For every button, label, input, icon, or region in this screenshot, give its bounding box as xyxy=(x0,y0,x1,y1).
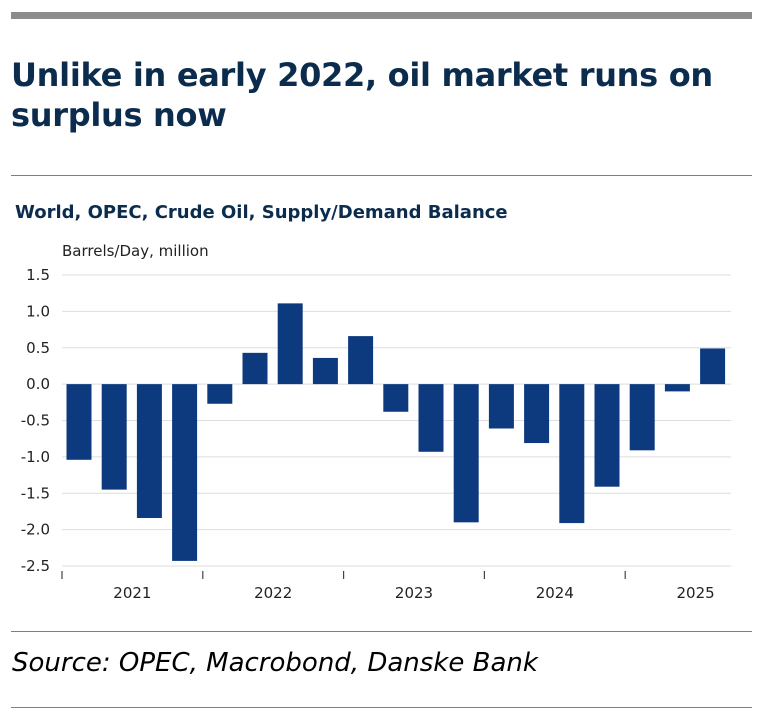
top-rule xyxy=(11,12,752,19)
bar xyxy=(172,384,198,561)
bar xyxy=(242,352,268,385)
x-tick-label: 2021 xyxy=(113,584,151,602)
bar xyxy=(559,384,585,524)
y-tick-label: 0.0 xyxy=(26,375,50,393)
bar xyxy=(453,384,479,523)
x-tick-label: 2022 xyxy=(254,584,292,602)
y-tick-label: -2.5 xyxy=(21,557,50,575)
y-axis-unit-label: Barrels/Day, million xyxy=(62,242,209,260)
x-tick-label: 2025 xyxy=(677,584,715,602)
divider xyxy=(11,631,752,632)
y-tick-label: 1.0 xyxy=(26,302,50,320)
divider xyxy=(11,175,752,176)
bar xyxy=(629,384,655,451)
bar xyxy=(700,348,726,385)
y-tick-label: 0.5 xyxy=(26,339,50,357)
y-tick-label: -2.0 xyxy=(21,521,50,539)
x-tick-label: 2024 xyxy=(536,584,574,602)
y-tick-label: -0.5 xyxy=(21,412,50,430)
bar xyxy=(524,384,550,444)
x-tick-label: 2023 xyxy=(395,584,433,602)
bar xyxy=(348,336,374,385)
source-note: Source: OPEC, Macrobond, Danske Bank xyxy=(12,648,538,678)
bar xyxy=(664,384,690,392)
bar xyxy=(66,384,92,460)
divider xyxy=(11,707,752,708)
bar xyxy=(136,384,162,518)
bar xyxy=(488,384,514,429)
y-tick-label: -1.0 xyxy=(21,448,50,466)
bar xyxy=(418,384,444,452)
y-tick-label: 1.5 xyxy=(26,266,50,284)
y-tick-label: -1.5 xyxy=(21,484,50,502)
bar xyxy=(277,303,303,385)
bar xyxy=(101,384,127,490)
bar xyxy=(312,357,338,385)
bar xyxy=(207,384,233,404)
page-title: Unlike in early 2022, oil market runs on… xyxy=(11,56,713,134)
chart-title: World, OPEC, Crude Oil, Supply/Demand Ba… xyxy=(15,202,508,223)
bar xyxy=(594,384,620,487)
bar xyxy=(383,384,409,412)
